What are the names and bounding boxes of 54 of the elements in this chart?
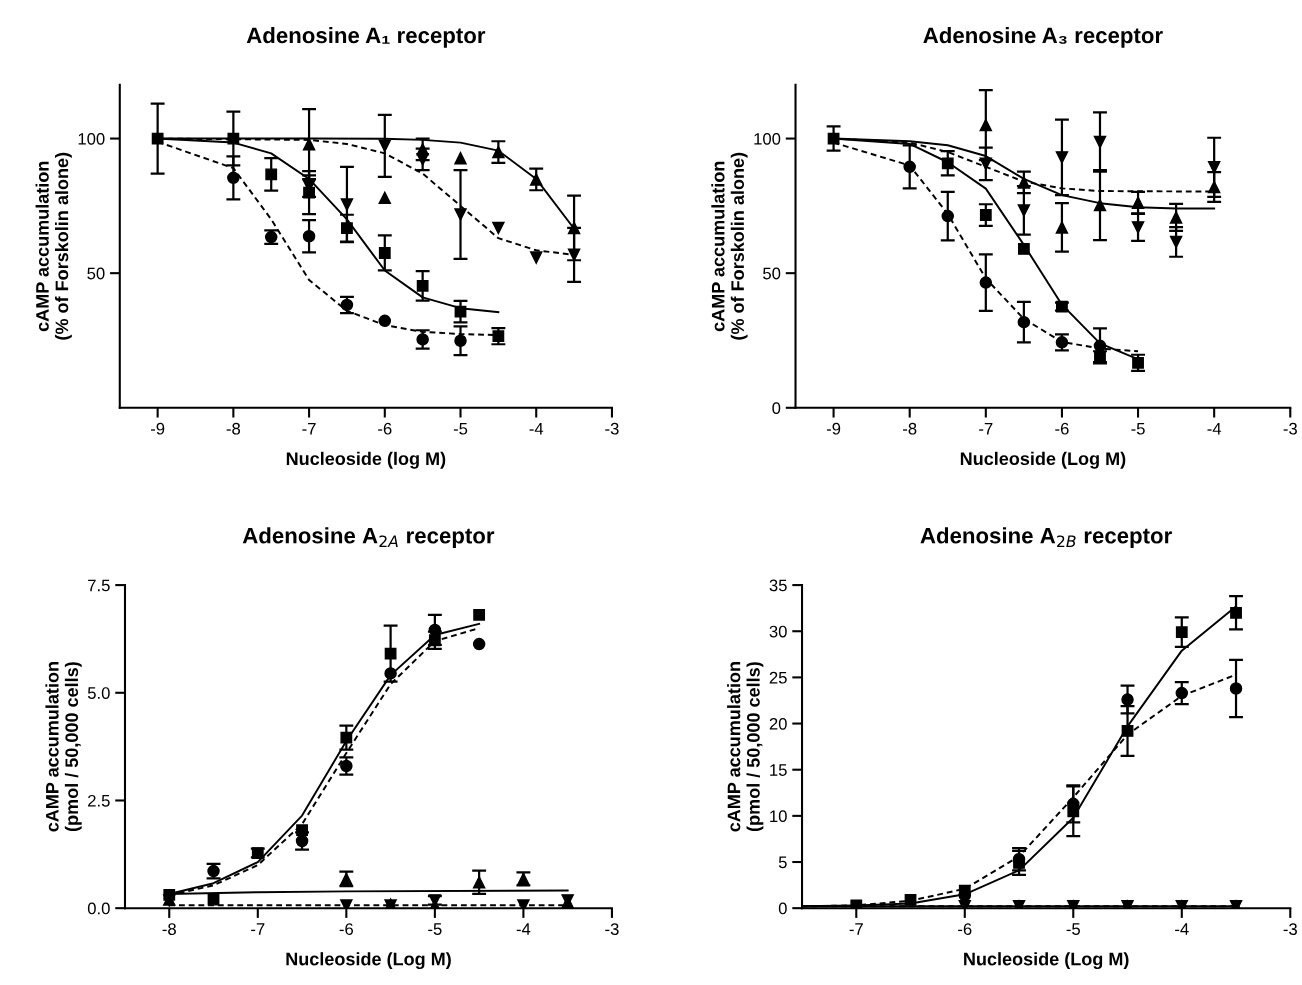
y-tick-label: 0 xyxy=(772,402,781,414)
x-tick-label: -8 xyxy=(226,422,241,435)
y-tick-label: 25 xyxy=(769,671,787,684)
y-axis-title: cAMP accumulation (pmol / 50,000 cells) xyxy=(727,662,764,832)
x-tick-label: -9 xyxy=(826,422,841,435)
y-tick-label: 100 xyxy=(78,132,105,145)
x-axis-title: Nucleoside (Log M) xyxy=(964,952,1129,970)
y-tick-label: 20 xyxy=(769,717,787,730)
x-tick-label: -4 xyxy=(1175,923,1189,935)
chart-title: Adenosine A$_{2B}$ receptor xyxy=(920,527,1172,548)
x-tick-label: -6 xyxy=(378,422,392,435)
x-tick-label: -3 xyxy=(605,422,619,435)
x-tick-label: -4 xyxy=(529,422,544,435)
y-tick-label: 10 xyxy=(770,810,787,823)
x-tick-label: -5 xyxy=(428,923,442,935)
y-tick-label: 7.5 xyxy=(88,579,110,592)
y-axis-title: cAMP accumulation (pmol / 50,000 cells) xyxy=(45,662,82,832)
x-tick-label: -4 xyxy=(516,923,531,935)
x-tick-label: -5 xyxy=(1131,422,1145,435)
x-tick-label: -9 xyxy=(150,422,165,435)
x-axis-title: Nucleoside (log M) xyxy=(286,451,446,469)
x-tick-label: -4 xyxy=(1207,422,1222,435)
y-axis-title: cAMP accumulation (% of Forskolin alone) xyxy=(35,152,72,340)
x-tick-label: -7 xyxy=(849,923,863,935)
chart-title: Adenosine A₃ receptor xyxy=(923,26,1163,48)
x-tick-label: -6 xyxy=(339,923,354,935)
y-tick-label: 5.0 xyxy=(87,687,110,699)
x-tick-label: -7 xyxy=(302,422,316,435)
x-tick-label: -5 xyxy=(1066,923,1080,935)
x-tick-label: -8 xyxy=(162,923,176,935)
y-tick-label: 50 xyxy=(87,267,105,280)
x-tick-label: -7 xyxy=(251,923,265,935)
chart-title: Adenosine A₁ receptor xyxy=(246,26,486,48)
y-tick-label: 15 xyxy=(770,764,787,776)
y-tick-label: 0 xyxy=(778,902,787,915)
y-tick-label: 30 xyxy=(769,625,787,638)
x-tick-label: -3 xyxy=(1283,923,1297,935)
y-axis-title: cAMP accumulation (% of Forskolin alone) xyxy=(711,152,748,340)
x-axis-title: Nucleoside (Log M) xyxy=(960,451,1126,469)
y-tick-label: 0.0 xyxy=(87,902,110,915)
y-tick-label: 100 xyxy=(754,132,781,145)
x-tick-label: -6 xyxy=(1055,422,1069,435)
x-tick-label: -8 xyxy=(903,422,917,435)
y-tick-label: 5 xyxy=(778,856,787,869)
x-tick-label: -6 xyxy=(958,923,972,935)
y-tick-label: 50 xyxy=(763,267,781,280)
x-tick-label: -7 xyxy=(979,422,993,435)
x-tick-label: -3 xyxy=(1283,422,1297,435)
x-tick-label: -5 xyxy=(453,422,468,435)
x-tick-label: -3 xyxy=(605,923,619,935)
chart-title: Adenosine A$_{2A}$ receptor xyxy=(242,527,495,548)
x-axis-title: Nucleoside (Log M) xyxy=(286,952,451,970)
y-tick-label: 35 xyxy=(769,579,787,592)
y-tick-label: 2.5 xyxy=(88,794,110,807)
